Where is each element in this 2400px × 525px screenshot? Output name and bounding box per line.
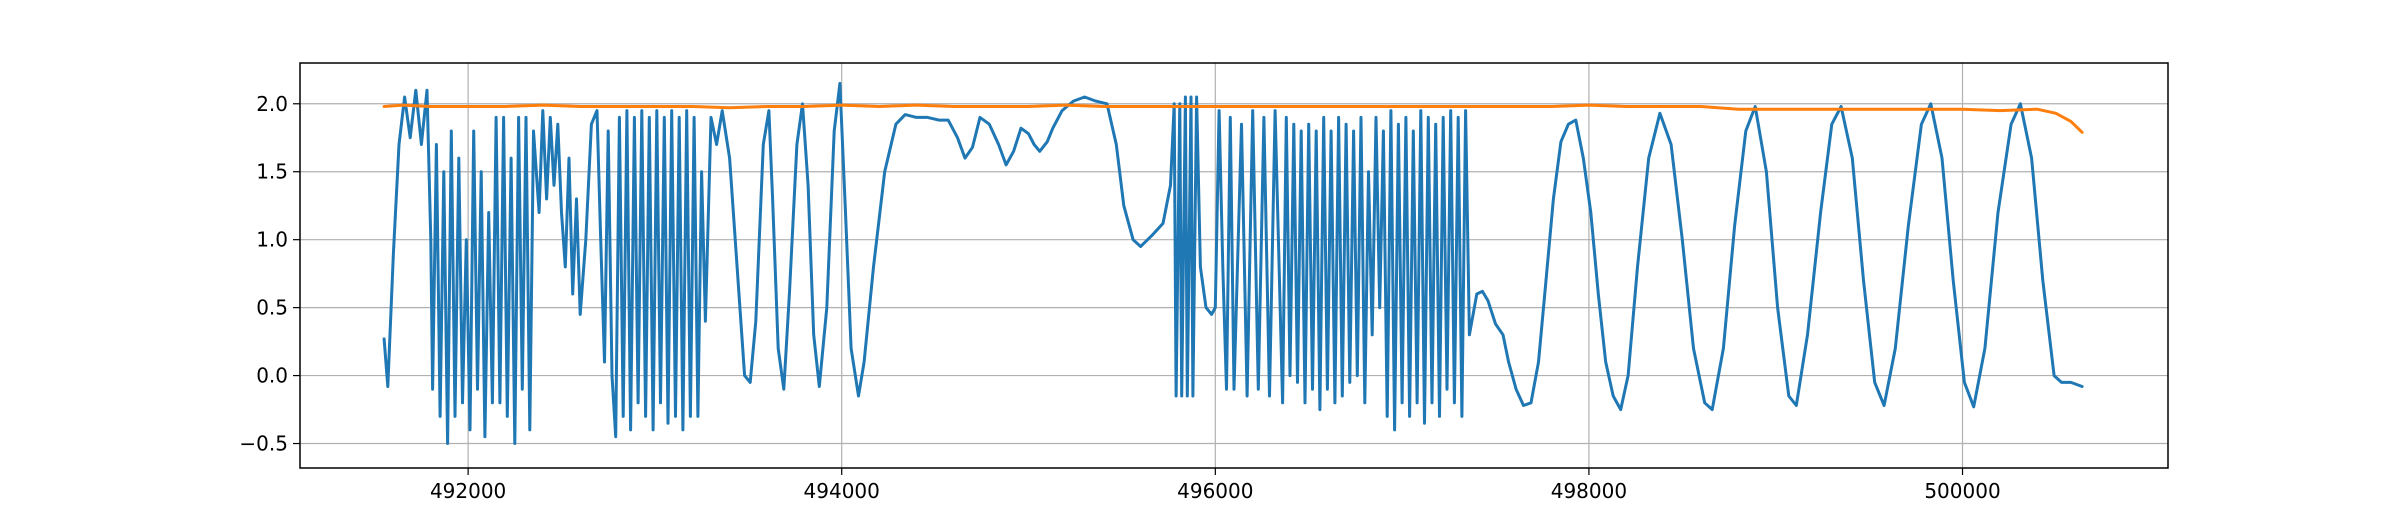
y-tick-label: 2.0 <box>256 92 288 116</box>
x-tick-label: 494000 <box>804 479 880 503</box>
series-line-2 <box>382 103 2084 134</box>
axis-ticks: 492000 494000 496000 498000 500000 −0.5 0.0 0.5… <box>239 92 2000 503</box>
y-tick-label: 1.0 <box>256 228 288 252</box>
plot-frame <box>299 62 2169 469</box>
x-tick-label: 498000 <box>1551 479 1627 503</box>
x-tick-label: 500000 <box>1924 479 2000 503</box>
x-tick-label: 492000 <box>430 479 506 503</box>
y-tick-label: −0.5 <box>239 432 288 456</box>
y-tick-label: 1.5 <box>256 160 288 184</box>
y-tick-label: 0.0 <box>256 364 288 388</box>
grid-lines <box>300 63 2168 468</box>
y-tick-label: 0.5 <box>256 296 288 320</box>
series-lines <box>382 81 2084 445</box>
x-tick-label: 496000 <box>1177 479 1253 503</box>
series-line-1 <box>382 81 2084 445</box>
